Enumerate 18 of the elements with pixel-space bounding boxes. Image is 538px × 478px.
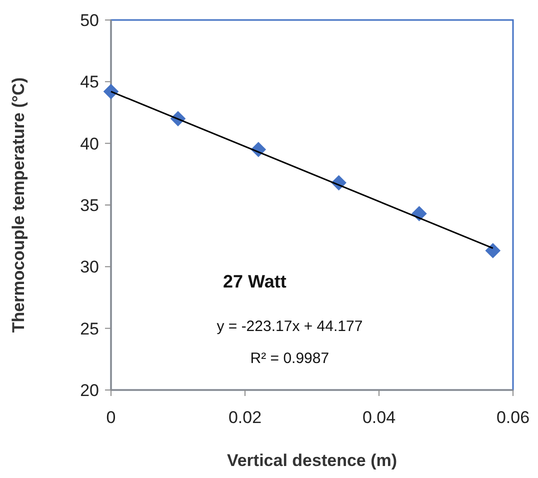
y-tick-label: 40 (80, 134, 99, 154)
y-tick-label: 25 (80, 319, 99, 338)
y-tick-label: 20 (80, 380, 99, 400)
x-tick-label: 0.02 (228, 408, 262, 427)
point (103, 84, 119, 100)
annotation: y = -223.17x + 44.177 (216, 318, 363, 335)
y-axis-title: Thermocouple temperature (°C) (9, 77, 28, 333)
y-tick-label: 30 (80, 258, 99, 277)
point (485, 242, 501, 258)
annotation: 27 Watt (223, 272, 286, 292)
y-tick-label: 35 (80, 196, 99, 215)
x-tick-label: 0.06 (496, 408, 530, 427)
x-tick-label: 0.04 (362, 408, 396, 427)
y-tick-label: 45 (80, 72, 99, 92)
x-axis-title: Vertical destence (m) (226, 451, 398, 470)
x-tick-label: 0 (106, 408, 116, 427)
annotation: R² = 0.9987 (250, 350, 330, 367)
y-tick-label: 50 (80, 10, 99, 30)
